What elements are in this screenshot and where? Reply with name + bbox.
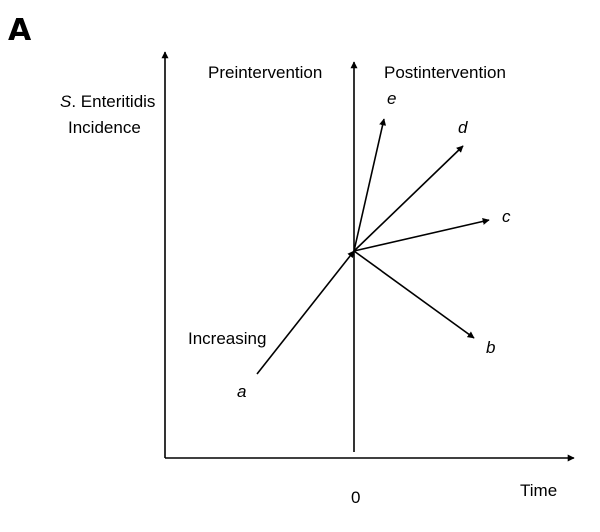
panel-label: A [8,13,32,48]
trend-arrow-b [353,250,475,339]
postintervention-label: Postintervention [384,63,506,82]
y-axis-title-line2: Incidence [68,118,141,137]
preintervention-label: Preintervention [208,63,322,82]
trend-label-d: d [458,118,468,137]
trend-label-c: c [502,207,511,226]
trend-label-b: b [486,338,495,357]
trend-arrow-a [256,250,355,375]
trend-arrow-d [353,145,464,252]
trend-arrow-e [353,118,387,252]
y-axis-title: S. Enteritidis [60,92,155,111]
trend-arrow-c [353,217,490,252]
increasing-label: Increasing [188,329,266,348]
origin-tick-label: 0 [351,488,360,507]
x-axis-title: Time [520,481,557,500]
trend-label-a: a [237,382,246,401]
trend-label-e: e [387,89,396,108]
